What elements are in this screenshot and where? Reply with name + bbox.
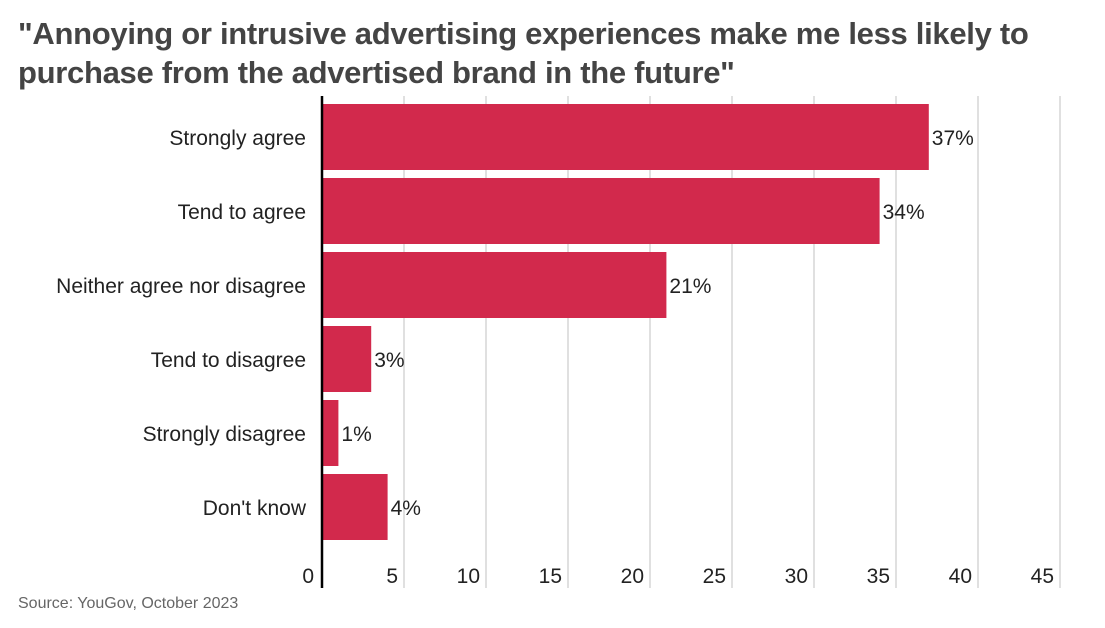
category-label: Strongly agree bbox=[169, 127, 306, 150]
category-label: Don't know bbox=[203, 497, 307, 520]
value-label: 34% bbox=[883, 201, 925, 224]
x-tick-label: 25 bbox=[703, 565, 726, 588]
bar bbox=[322, 474, 388, 540]
value-label: 4% bbox=[391, 497, 421, 520]
category-label: Tend to disagree bbox=[151, 349, 306, 372]
value-label: 1% bbox=[341, 423, 371, 446]
x-tick-label: 10 bbox=[457, 565, 480, 588]
bar bbox=[322, 400, 339, 466]
bar bbox=[322, 104, 929, 170]
chart-source: Source: YouGov, October 2023 bbox=[18, 595, 239, 612]
value-labels: 37% 34% 21% 3% 1% 4% bbox=[341, 127, 973, 520]
x-tick-label: 30 bbox=[785, 565, 808, 588]
bar bbox=[322, 252, 667, 318]
x-tick-label: 40 bbox=[949, 565, 972, 588]
x-tick-labels: 0 5 10 15 20 25 30 35 40 45 bbox=[302, 565, 1054, 588]
category-label: Strongly disagree bbox=[143, 423, 306, 446]
x-tick-label: 45 bbox=[1031, 565, 1054, 588]
value-label: 21% bbox=[669, 275, 711, 298]
x-tick-label: 0 bbox=[302, 565, 314, 588]
x-tick-label: 20 bbox=[621, 565, 644, 588]
value-label: 3% bbox=[374, 349, 404, 372]
bars bbox=[322, 104, 929, 540]
category-labels: Strongly agree Tend to agree Neither agree… bbox=[56, 127, 307, 520]
category-label: Tend to agree bbox=[178, 201, 306, 224]
chart-title: "Annoying or intrusive advertising exper… bbox=[18, 16, 1029, 90]
bar bbox=[322, 178, 880, 244]
bar bbox=[322, 326, 372, 392]
value-label: 37% bbox=[932, 127, 974, 150]
x-tick-label: 35 bbox=[867, 565, 890, 588]
x-tick-label: 15 bbox=[539, 565, 562, 588]
category-label: Neither agree nor disagree bbox=[56, 275, 306, 298]
x-tick-label: 5 bbox=[386, 565, 398, 588]
